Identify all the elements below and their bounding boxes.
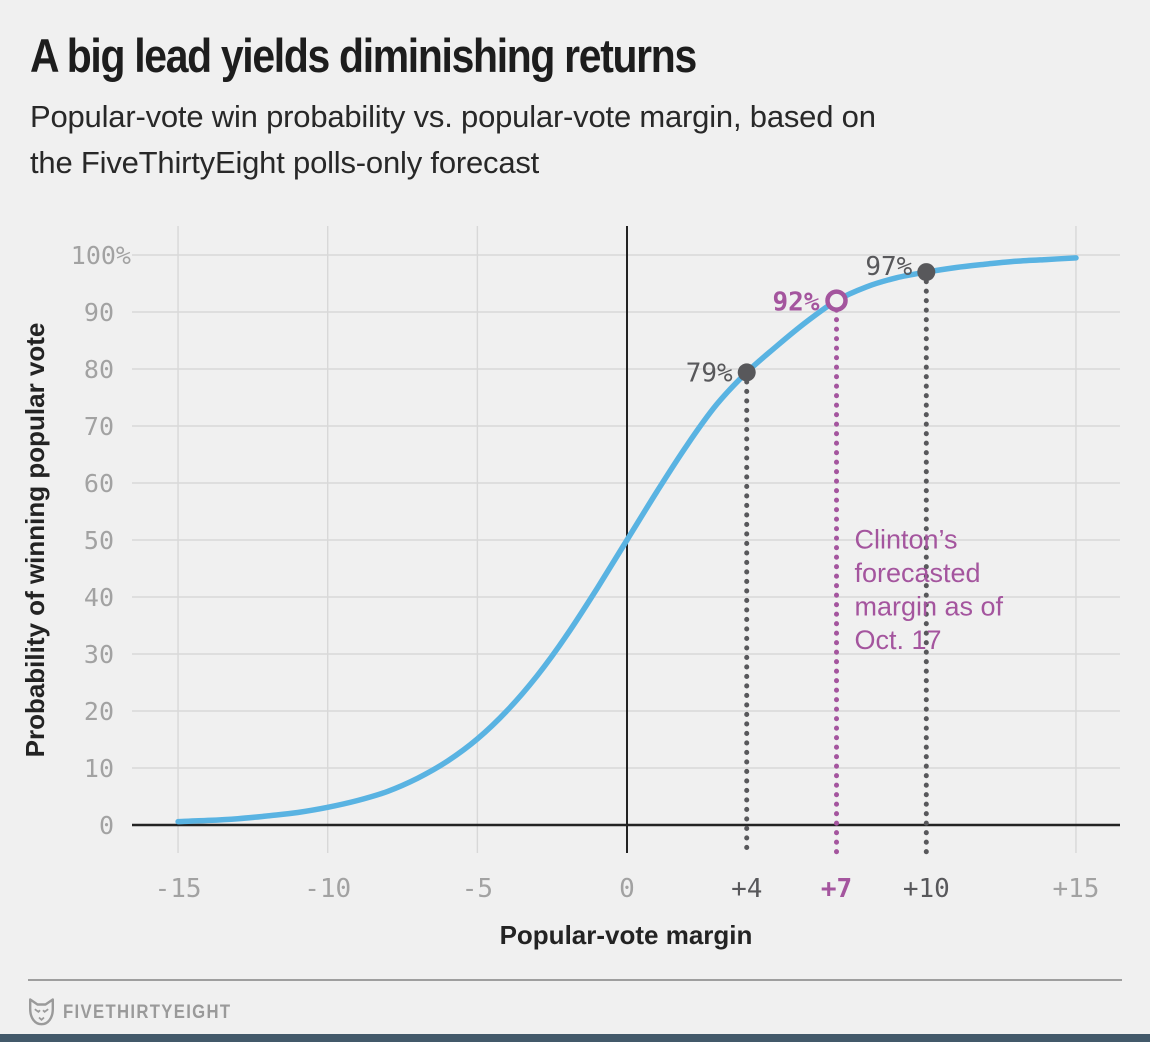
y-tick-label-20: 20 bbox=[84, 697, 114, 726]
callout-line-1: Clinton’s bbox=[854, 525, 957, 555]
y-axis-title: Probability of winning popular vote bbox=[20, 323, 50, 758]
callout-line-2: forecasted bbox=[854, 558, 980, 588]
y-tick-label-60: 60 bbox=[84, 469, 114, 498]
point-label-97%: 97% bbox=[865, 252, 912, 282]
y-tick-label-70: 70 bbox=[84, 412, 114, 441]
chart-subtitle-line-2: the FiveThirtyEight polls-only forecast bbox=[30, 145, 540, 180]
point-label-92%: 92% bbox=[773, 288, 820, 318]
y-tick-label-10: 10 bbox=[84, 754, 114, 783]
y-tick-label-80: 80 bbox=[84, 355, 114, 384]
y-tick-label-30: 30 bbox=[84, 640, 114, 669]
x-tick-label-0: 0 bbox=[619, 874, 635, 904]
x-tick-label-15: +15 bbox=[1052, 874, 1099, 904]
y-tick-label-0: 0 bbox=[99, 811, 114, 840]
x-tick-label--15: -15 bbox=[155, 874, 202, 904]
x-tick-label-4: +4 bbox=[731, 874, 762, 904]
footer-divider bbox=[28, 979, 1122, 981]
callout-line-4: Oct. 17 bbox=[854, 625, 941, 655]
x-tick-label--10: -10 bbox=[304, 874, 351, 904]
fivethirtyeight-wordmark: FIVETHIRTYEIGHT bbox=[63, 1002, 232, 1023]
x-tick-label-7: +7 bbox=[821, 874, 852, 904]
callout-line-3: margin as of bbox=[854, 592, 1003, 622]
point-label-79%: 79% bbox=[686, 358, 733, 388]
fox-icon bbox=[29, 998, 54, 1026]
chart-subtitle-line-1: Popular-vote win probability vs. popular… bbox=[30, 99, 876, 134]
y-tick-label-100: 100% bbox=[71, 241, 131, 270]
bottom-bar bbox=[0, 1034, 1150, 1042]
data-point-open-92% bbox=[825, 289, 848, 312]
data-point-97% bbox=[917, 263, 936, 282]
chart-title: A big lead yields diminishing returns bbox=[30, 29, 697, 82]
y-tick-label-40: 40 bbox=[84, 583, 114, 612]
x-axis-title: Popular-vote margin bbox=[500, 920, 753, 950]
data-point-79% bbox=[737, 363, 756, 382]
chart-subtitle: Popular-vote win probability vs. popular… bbox=[30, 94, 876, 186]
x-tick-label--5: -5 bbox=[462, 874, 493, 904]
x-tick-label-10: +10 bbox=[903, 874, 950, 904]
y-tick-label-50: 50 bbox=[84, 526, 114, 555]
y-tick-label-90: 90 bbox=[84, 298, 114, 327]
